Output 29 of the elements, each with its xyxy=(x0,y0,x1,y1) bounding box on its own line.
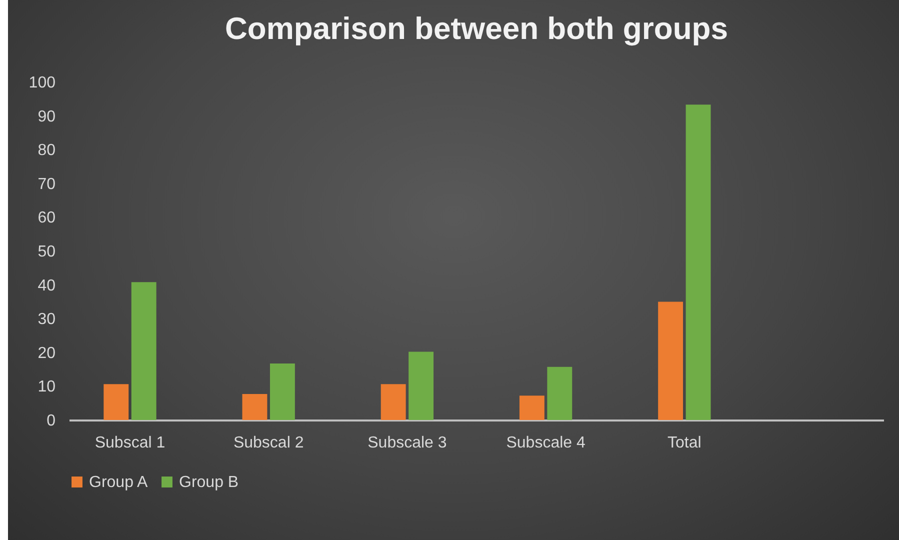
y-tick-label: 30 xyxy=(38,311,56,328)
y-tick-label: 0 xyxy=(46,412,56,430)
bar xyxy=(658,302,684,420)
x-tick-label: Subscal 2 xyxy=(233,434,304,452)
y-tick-label: 20 xyxy=(38,344,56,362)
y-tick-label: 70 xyxy=(38,176,56,193)
bar xyxy=(380,384,406,420)
x-tick-label: Subscale 3 xyxy=(368,434,447,452)
chart-title: Comparison between both groups xyxy=(225,11,728,46)
bar xyxy=(547,366,572,420)
y-tick-label: 90 xyxy=(38,108,56,126)
y-tick-label: 50 xyxy=(38,244,56,260)
legend-label: Group A xyxy=(89,474,148,491)
x-tick-label: Total xyxy=(668,434,702,452)
bar xyxy=(686,104,711,420)
x-tick-label: Subscal 1 xyxy=(94,434,166,452)
legend-label: Group B xyxy=(179,474,239,491)
bar xyxy=(242,394,268,420)
bar xyxy=(408,352,434,420)
y-tick-label: 60 xyxy=(38,210,56,227)
bar xyxy=(270,364,295,420)
y-tick-label: 10 xyxy=(38,378,56,396)
bar xyxy=(131,282,156,420)
y-tick-label: 40 xyxy=(38,277,56,294)
y-tick-label: 100 xyxy=(28,74,56,92)
bar xyxy=(104,384,129,420)
bar xyxy=(519,396,544,420)
y-tick-label: 80 xyxy=(38,142,56,160)
x-tick-label: Subscale 4 xyxy=(506,434,586,452)
